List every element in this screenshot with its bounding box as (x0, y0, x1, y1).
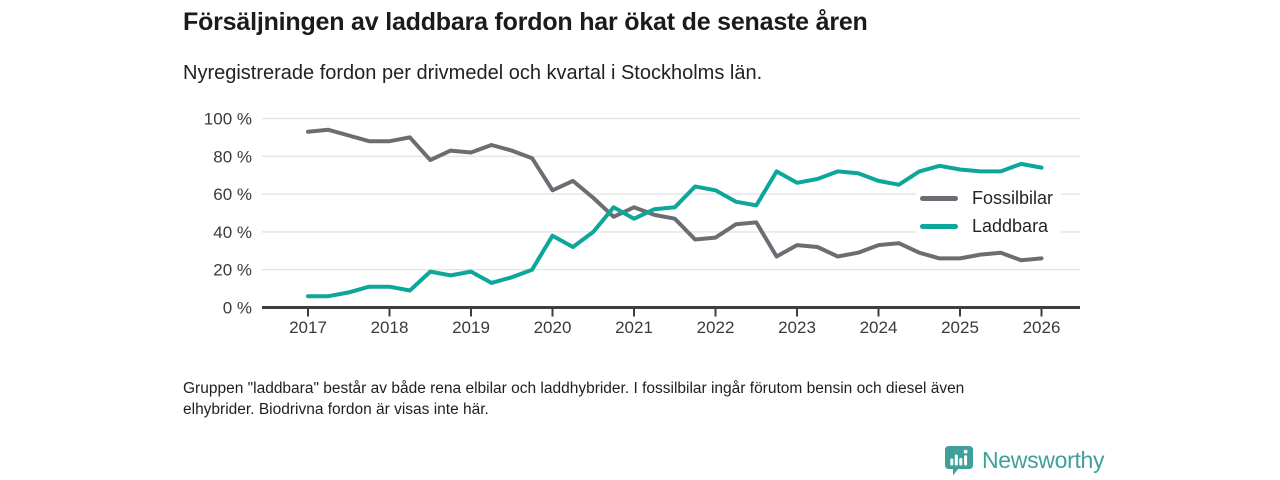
x-tick-label: 2025 (941, 318, 979, 337)
y-tick-label: 100 % (204, 110, 252, 129)
legend-item-laddbara: Laddbara (920, 212, 1053, 240)
x-tick-label: 2017 (289, 318, 327, 337)
x-tick-label: 2026 (1023, 318, 1061, 337)
y-tick-label: 80 % (213, 147, 252, 166)
footnote-line-1: Gruppen "laddbara" består av både rena e… (183, 380, 965, 397)
newsworthy-branding: Newsworthy (944, 445, 1105, 476)
line-chart-canvas: 0 % 20 % 40 % 60 % 80 % 100 % 2017 2018 2019 2020… (204, 110, 1080, 337)
x-tick-label: 2020 (534, 318, 572, 337)
chart-footnote: Gruppen "laddbara" består av både rena e… (183, 378, 964, 420)
x-tick-label: 2023 (778, 318, 816, 337)
newsworthy-logo-text: Newsworthy (982, 447, 1105, 473)
x-tick-label: 2022 (697, 318, 735, 337)
x-tick-label: 2019 (452, 318, 490, 337)
page-title: Försäljningen av laddbara fordon har öka… (183, 8, 868, 36)
x-tick-label: 2024 (860, 318, 898, 337)
newsworthy-logo-icon (944, 445, 974, 476)
y-tick-label: 40 % (213, 223, 252, 242)
chart-subtitle: Nyregistrerade fordon per drivmedel och … (183, 62, 763, 84)
legend-label-laddbara: Laddbara (972, 215, 1049, 236)
footnote-line-2: elhybrider. Biodrivna fordon är visas in… (183, 401, 489, 418)
y-tick-label: 20 % (213, 261, 252, 280)
y-tick-label: 0 % (223, 299, 252, 318)
series-line-fossilbilar (306, 127, 1044, 263)
legend-label-fossilbilar: Fossilbilar (972, 187, 1054, 208)
chart-legend: Fossilbilar Laddbara (916, 182, 1062, 244)
legend-item-fossilbilar: Fossilbilar (920, 184, 1053, 212)
y-tick-label: 60 % (213, 185, 252, 204)
legend-swatch-laddbara-icon (920, 223, 958, 229)
x-tick-label: 2018 (371, 318, 409, 337)
x-tick-label: 2021 (615, 318, 653, 337)
legend-swatch-fossilbilar-icon (920, 195, 958, 201)
series-line-laddbara (306, 161, 1044, 299)
